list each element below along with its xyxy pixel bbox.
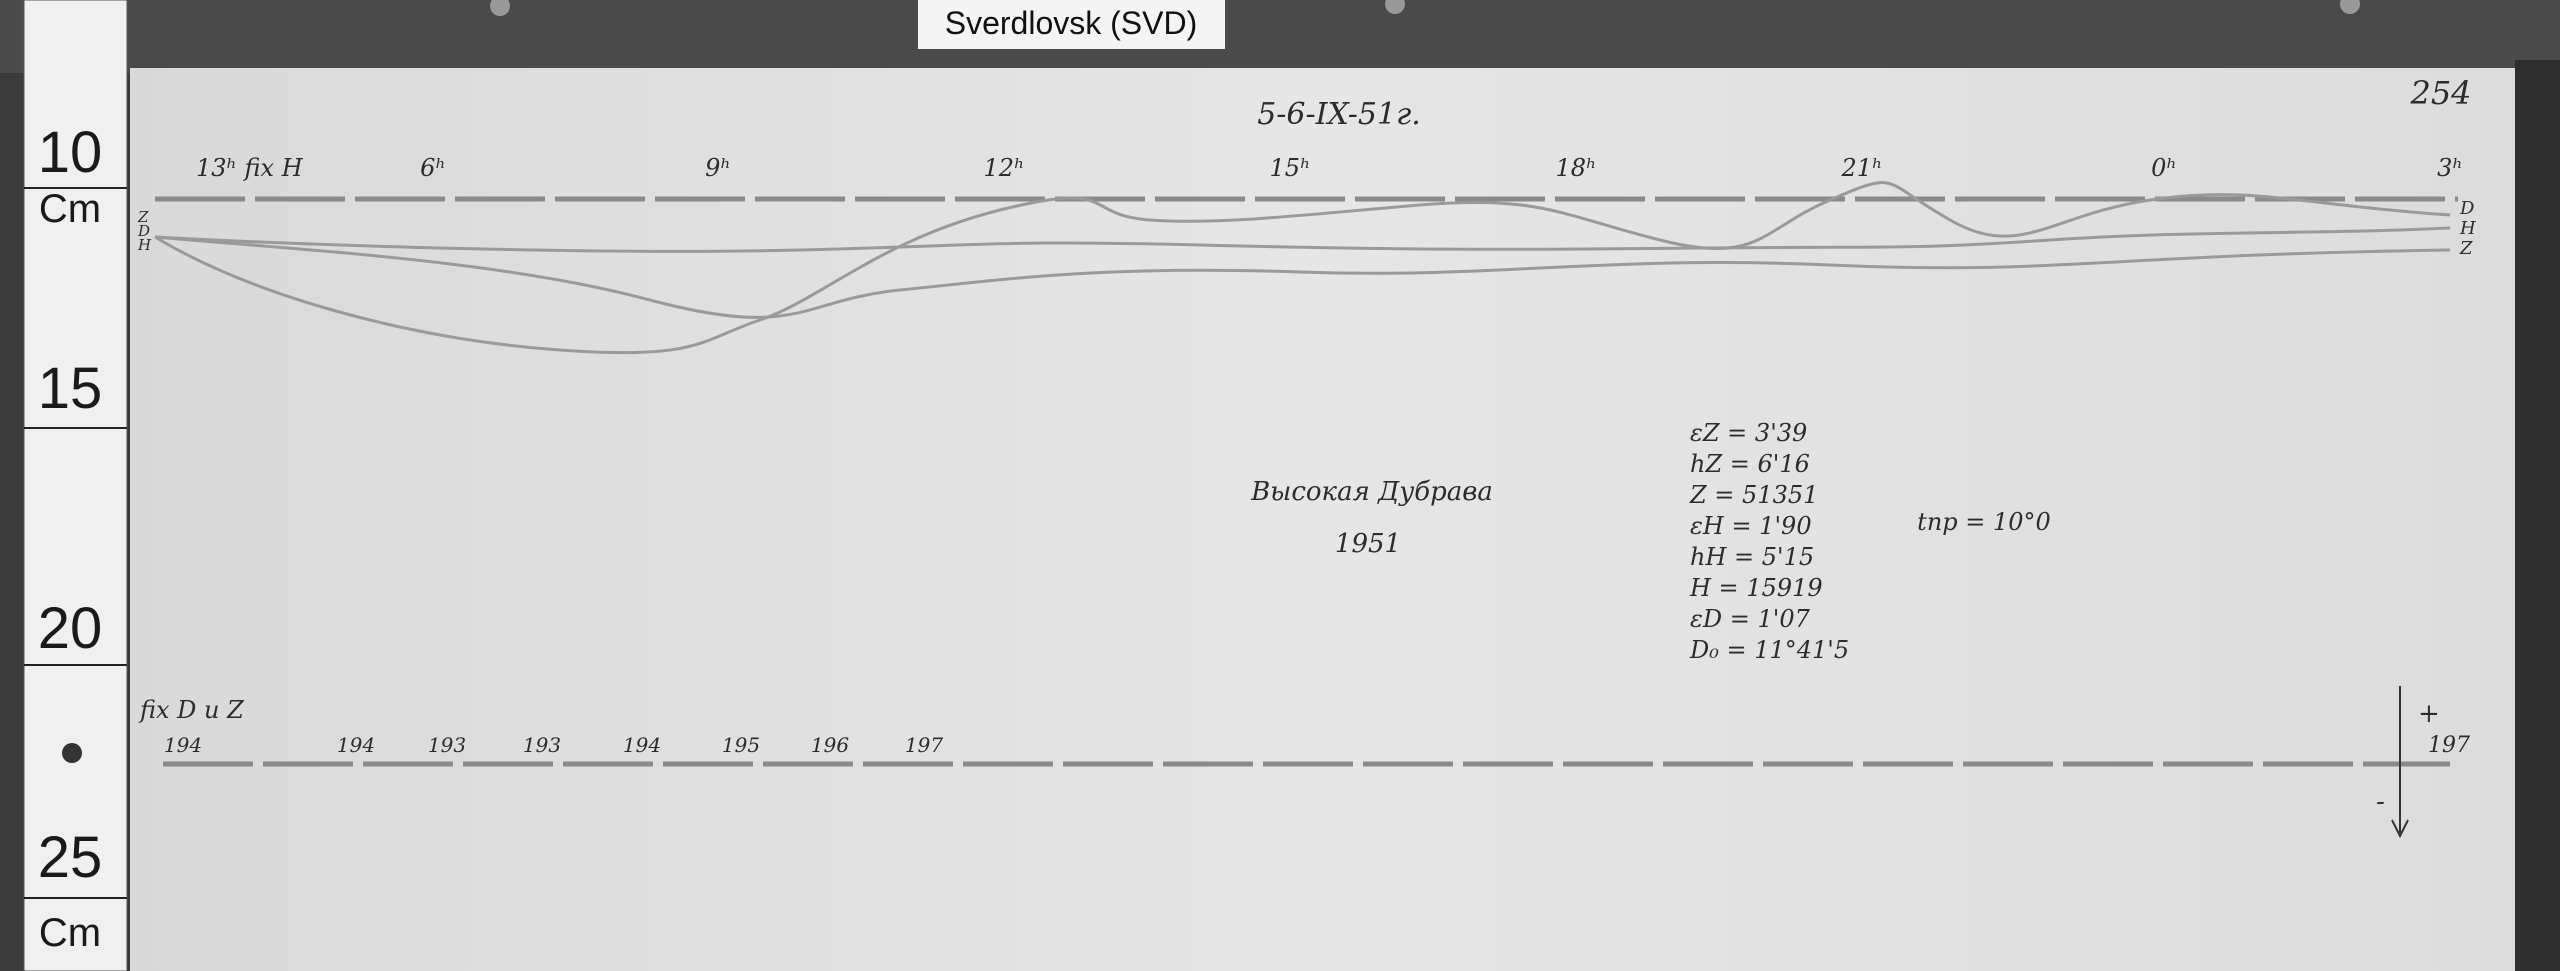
baseline-value: 197 xyxy=(905,733,943,757)
scale-end: 197 xyxy=(2428,733,2470,758)
ruler xyxy=(23,0,128,971)
ruler-mark: 25 xyxy=(38,825,103,890)
ruler-mark: 20 xyxy=(38,596,103,661)
baseline-label: fix D и Z xyxy=(138,696,245,724)
station-name: Высокая Дубрава xyxy=(1250,477,1493,507)
polarity-plus: + xyxy=(2418,699,2440,729)
year: 1951 xyxy=(1335,529,1401,559)
constant: Z = 51351 xyxy=(1689,481,1818,509)
trace-label: D xyxy=(137,222,150,240)
hour-mark: 6ʰ xyxy=(420,154,446,182)
label-box xyxy=(918,0,1225,49)
trace-label: Z xyxy=(137,208,149,226)
hour-mark: 9ʰ xyxy=(705,154,731,182)
constant: εH = 1'90 xyxy=(1690,512,1812,540)
page-number: 254 xyxy=(2409,74,2471,112)
constant: H = 15919 xyxy=(1689,574,1823,602)
constant: D₀ = 11°41'5 xyxy=(1689,636,1849,664)
screw xyxy=(2340,0,2360,14)
baseline-value: 196 xyxy=(811,733,849,757)
hour-mark: 13ʰ fix H xyxy=(196,154,304,182)
board-edge xyxy=(2515,60,2560,971)
baseline-value: 194 xyxy=(623,733,661,757)
baseline-value: 193 xyxy=(523,733,561,757)
trace-label: H xyxy=(2459,218,2476,239)
baseline-value: 193 xyxy=(428,733,466,757)
ruler-mark: 10 xyxy=(38,120,103,185)
ruler-unit: Cm xyxy=(39,187,101,231)
baseline-value: 194 xyxy=(164,733,202,757)
ruler-lines xyxy=(24,187,127,899)
ruler-mark: 15 xyxy=(38,356,103,421)
arrow-head xyxy=(2391,819,2409,839)
constant: εZ = 3'39 xyxy=(1690,419,1807,447)
caption: 5-6-IX-51г. xyxy=(1257,97,1421,132)
station-label: Sverdlovsk (SVD) xyxy=(945,5,1198,41)
hour-mark: 0ʰ xyxy=(2151,154,2177,182)
constant: hH = 5'15 xyxy=(1690,543,1814,571)
constant: hZ = 6'16 xyxy=(1690,450,1810,478)
baseline-values: 194 194 193 193 194 195 196 197 xyxy=(164,733,943,757)
trace-label: Z xyxy=(2459,238,2473,259)
ruler-hole xyxy=(62,743,82,763)
trace-label: H xyxy=(137,236,152,254)
baseline-value: 195 xyxy=(722,733,760,757)
hour-mark: 18ʰ xyxy=(1556,154,1597,182)
traces xyxy=(154,181,2451,355)
ruler-unit: Cm xyxy=(39,911,101,955)
trace-label: D xyxy=(2459,198,2475,219)
constants: εZ = 3'39 hZ = 6'16 Z = 51351 εH = 1'90 hH =… xyxy=(1689,419,1849,664)
hour-mark: 21ʰ xyxy=(1841,154,1883,182)
polarity-minus: - xyxy=(2376,787,2385,817)
hour-marks: 13ʰ fix H 6ʰ 9ʰ 12ʰ 15ʰ 18ʰ 21ʰ 0ʰ 3ʰ xyxy=(196,154,2463,182)
baseline-value: 194 xyxy=(337,733,375,757)
hour-mark: 12ʰ xyxy=(984,154,1025,182)
sheet xyxy=(130,68,2520,971)
temperature: tпр = 10°0 xyxy=(1917,508,2051,536)
hour-mark: 3ʰ xyxy=(2437,154,2463,182)
screw xyxy=(490,0,510,16)
screw xyxy=(1385,0,1405,14)
constant: εD = 1'07 xyxy=(1690,605,1811,633)
hour-mark: 15ʰ xyxy=(1270,154,1311,182)
board xyxy=(0,0,2560,73)
